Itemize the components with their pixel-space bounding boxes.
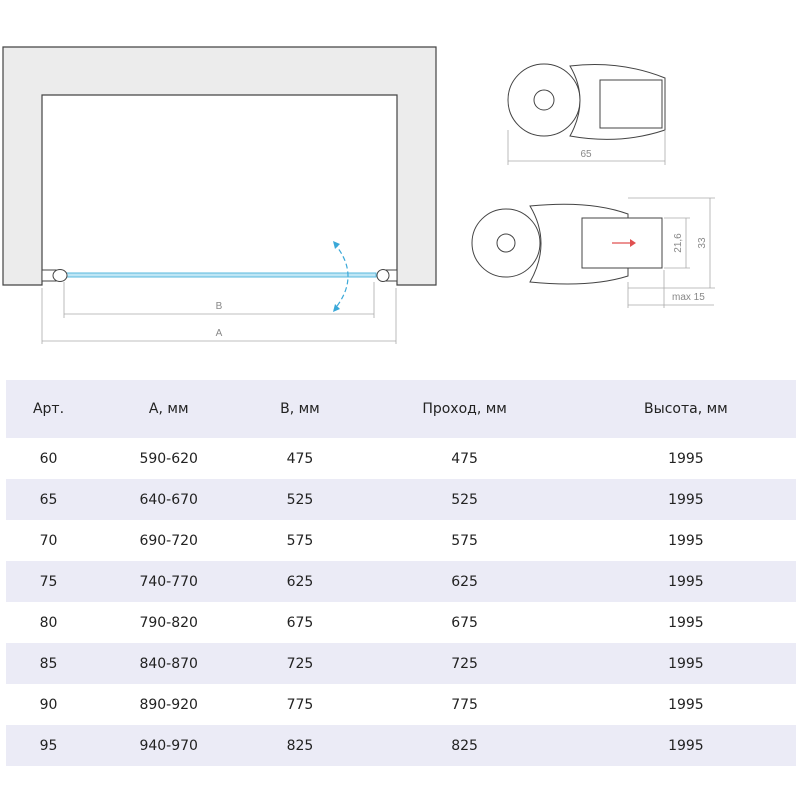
height-dimension-label: 33 [697,237,708,249]
table-cell: 525 [353,479,576,520]
table-cell: 790-820 [139,614,198,631]
col-header-art: Арт. [6,380,91,438]
table-cell: 1995 [668,614,704,631]
table-row: 65 640-670 525 525 1995 [6,479,796,520]
table-cell: 725 [353,643,576,684]
table-cell: 675 [286,614,314,631]
table-cell: 575 [286,532,314,549]
dimension-a-label: A [216,328,223,339]
table-cell: 1995 [575,479,796,520]
profile-width-label: 65 [580,149,592,160]
inner-dimension-label: 21,6 [673,233,684,253]
dimension-b-label: B [216,301,223,312]
table-row: 95 940-970 825 825 1995 [6,725,796,766]
table-cell: 890-920 [139,696,198,713]
wall-frame [2,46,437,286]
adjust-range-label: max 15 [672,292,705,303]
table-row: 75 740-770 625 625 1995 [6,561,796,602]
table-cell: 85 [6,643,91,684]
table-row: 70 690-720 575 575 1995 [6,520,796,561]
profile-section-closed [507,63,666,140]
table-cell: 1995 [575,643,796,684]
table-cell: 1995 [668,696,704,713]
glass-panel [61,272,377,278]
table-cell: 740-770 [90,561,247,602]
table-cell: 825 [246,725,354,766]
table-cell: 65 [6,479,91,520]
table-cell: 625 [353,561,576,602]
table-cell: 675 [451,614,478,631]
table-row: 85 840-870 725 725 1995 [6,643,796,684]
col-header-passage: Проход, мм [353,380,576,438]
table-cell: 575 [451,532,478,549]
table-row: 60 590-620 475 475 1995 [6,438,796,479]
table-cell: 1995 [668,450,704,467]
left-hinge-profile [41,269,68,282]
table-cell: 940-970 [90,725,247,766]
table-cell: 590-620 [139,450,198,467]
table-cell: 775 [286,696,314,713]
table-cell: 70 [39,532,58,549]
table-cell: 1995 [668,532,704,549]
table-row: 90 890-920 775 775 1995 [6,684,796,725]
col-header-height: Высота, мм [575,380,796,438]
table-cell: 725 [246,643,354,684]
table-cell: 1995 [575,561,796,602]
table-header-row: Арт. А, мм В, мм Проход, мм Высота, мм [6,380,796,438]
table-cell: 1995 [575,725,796,766]
table-cell: 625 [246,561,354,602]
right-hinge-profile [376,269,398,282]
table-cell: 690-720 [139,532,198,549]
table-cell: 775 [451,696,478,713]
table-cell: 75 [6,561,91,602]
table-cell: 825 [353,725,576,766]
table-cell: 90 [39,696,58,713]
table-cell: 95 [6,725,91,766]
col-header-b: В, мм [246,380,354,438]
table-row: 80 790-820 675 675 1995 [6,602,796,643]
table-cell: 475 [451,450,478,467]
table-cell: 60 [39,450,58,467]
table-cell: 475 [286,450,314,467]
col-header-a: А, мм [90,380,247,438]
dimensions-table: Арт. А, мм В, мм Проход, мм Высота, мм 6… [6,380,796,766]
table-cell: 525 [246,479,354,520]
door-plan-diagram: B A 65 21,6 33 max 15 [2,46,715,344]
table-cell: 840-870 [90,643,247,684]
table-cell: 80 [39,614,58,631]
table-cell: 640-670 [90,479,247,520]
swing-arc-arrow [333,242,349,311]
